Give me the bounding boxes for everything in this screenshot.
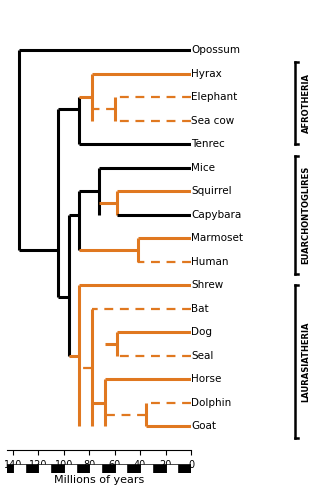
Bar — [89, 464, 102, 472]
Bar — [13, 464, 26, 472]
Text: EUARCHONTOGLIRES: EUARCHONTOGLIRES — [302, 166, 311, 264]
Text: Hyrax: Hyrax — [191, 69, 222, 79]
Bar — [77, 464, 89, 472]
Bar — [0, 464, 13, 472]
Text: Goat: Goat — [191, 422, 216, 432]
Text: Capybara: Capybara — [191, 210, 241, 220]
Text: Marmoset: Marmoset — [191, 234, 243, 243]
Text: Horse: Horse — [191, 374, 221, 384]
Bar — [64, 464, 77, 472]
Text: Mice: Mice — [191, 163, 215, 173]
Text: Dolphin: Dolphin — [191, 398, 231, 408]
Text: Squirrel: Squirrel — [191, 186, 231, 196]
Text: Shrew: Shrew — [191, 280, 223, 290]
Text: LAURASIATHERIA: LAURASIATHERIA — [302, 322, 311, 402]
Text: Bat: Bat — [191, 304, 209, 314]
Bar — [165, 464, 178, 472]
Text: AFROTHERIA: AFROTHERIA — [302, 73, 311, 133]
Bar — [178, 464, 191, 472]
Text: Sea cow: Sea cow — [191, 116, 234, 126]
Bar — [140, 464, 153, 472]
Bar — [26, 464, 39, 472]
Text: Seal: Seal — [191, 351, 213, 361]
Bar — [115, 464, 127, 472]
Bar — [102, 464, 115, 472]
Text: Opossum: Opossum — [191, 46, 240, 56]
Text: Human: Human — [191, 257, 228, 267]
Bar — [51, 464, 64, 472]
Text: Elephant: Elephant — [191, 92, 237, 102]
Bar — [39, 464, 51, 472]
X-axis label: Millions of years: Millions of years — [54, 476, 144, 486]
Text: Tenrec: Tenrec — [191, 140, 225, 149]
Bar — [153, 464, 165, 472]
Bar — [127, 464, 140, 472]
Text: Dog: Dog — [191, 328, 212, 338]
